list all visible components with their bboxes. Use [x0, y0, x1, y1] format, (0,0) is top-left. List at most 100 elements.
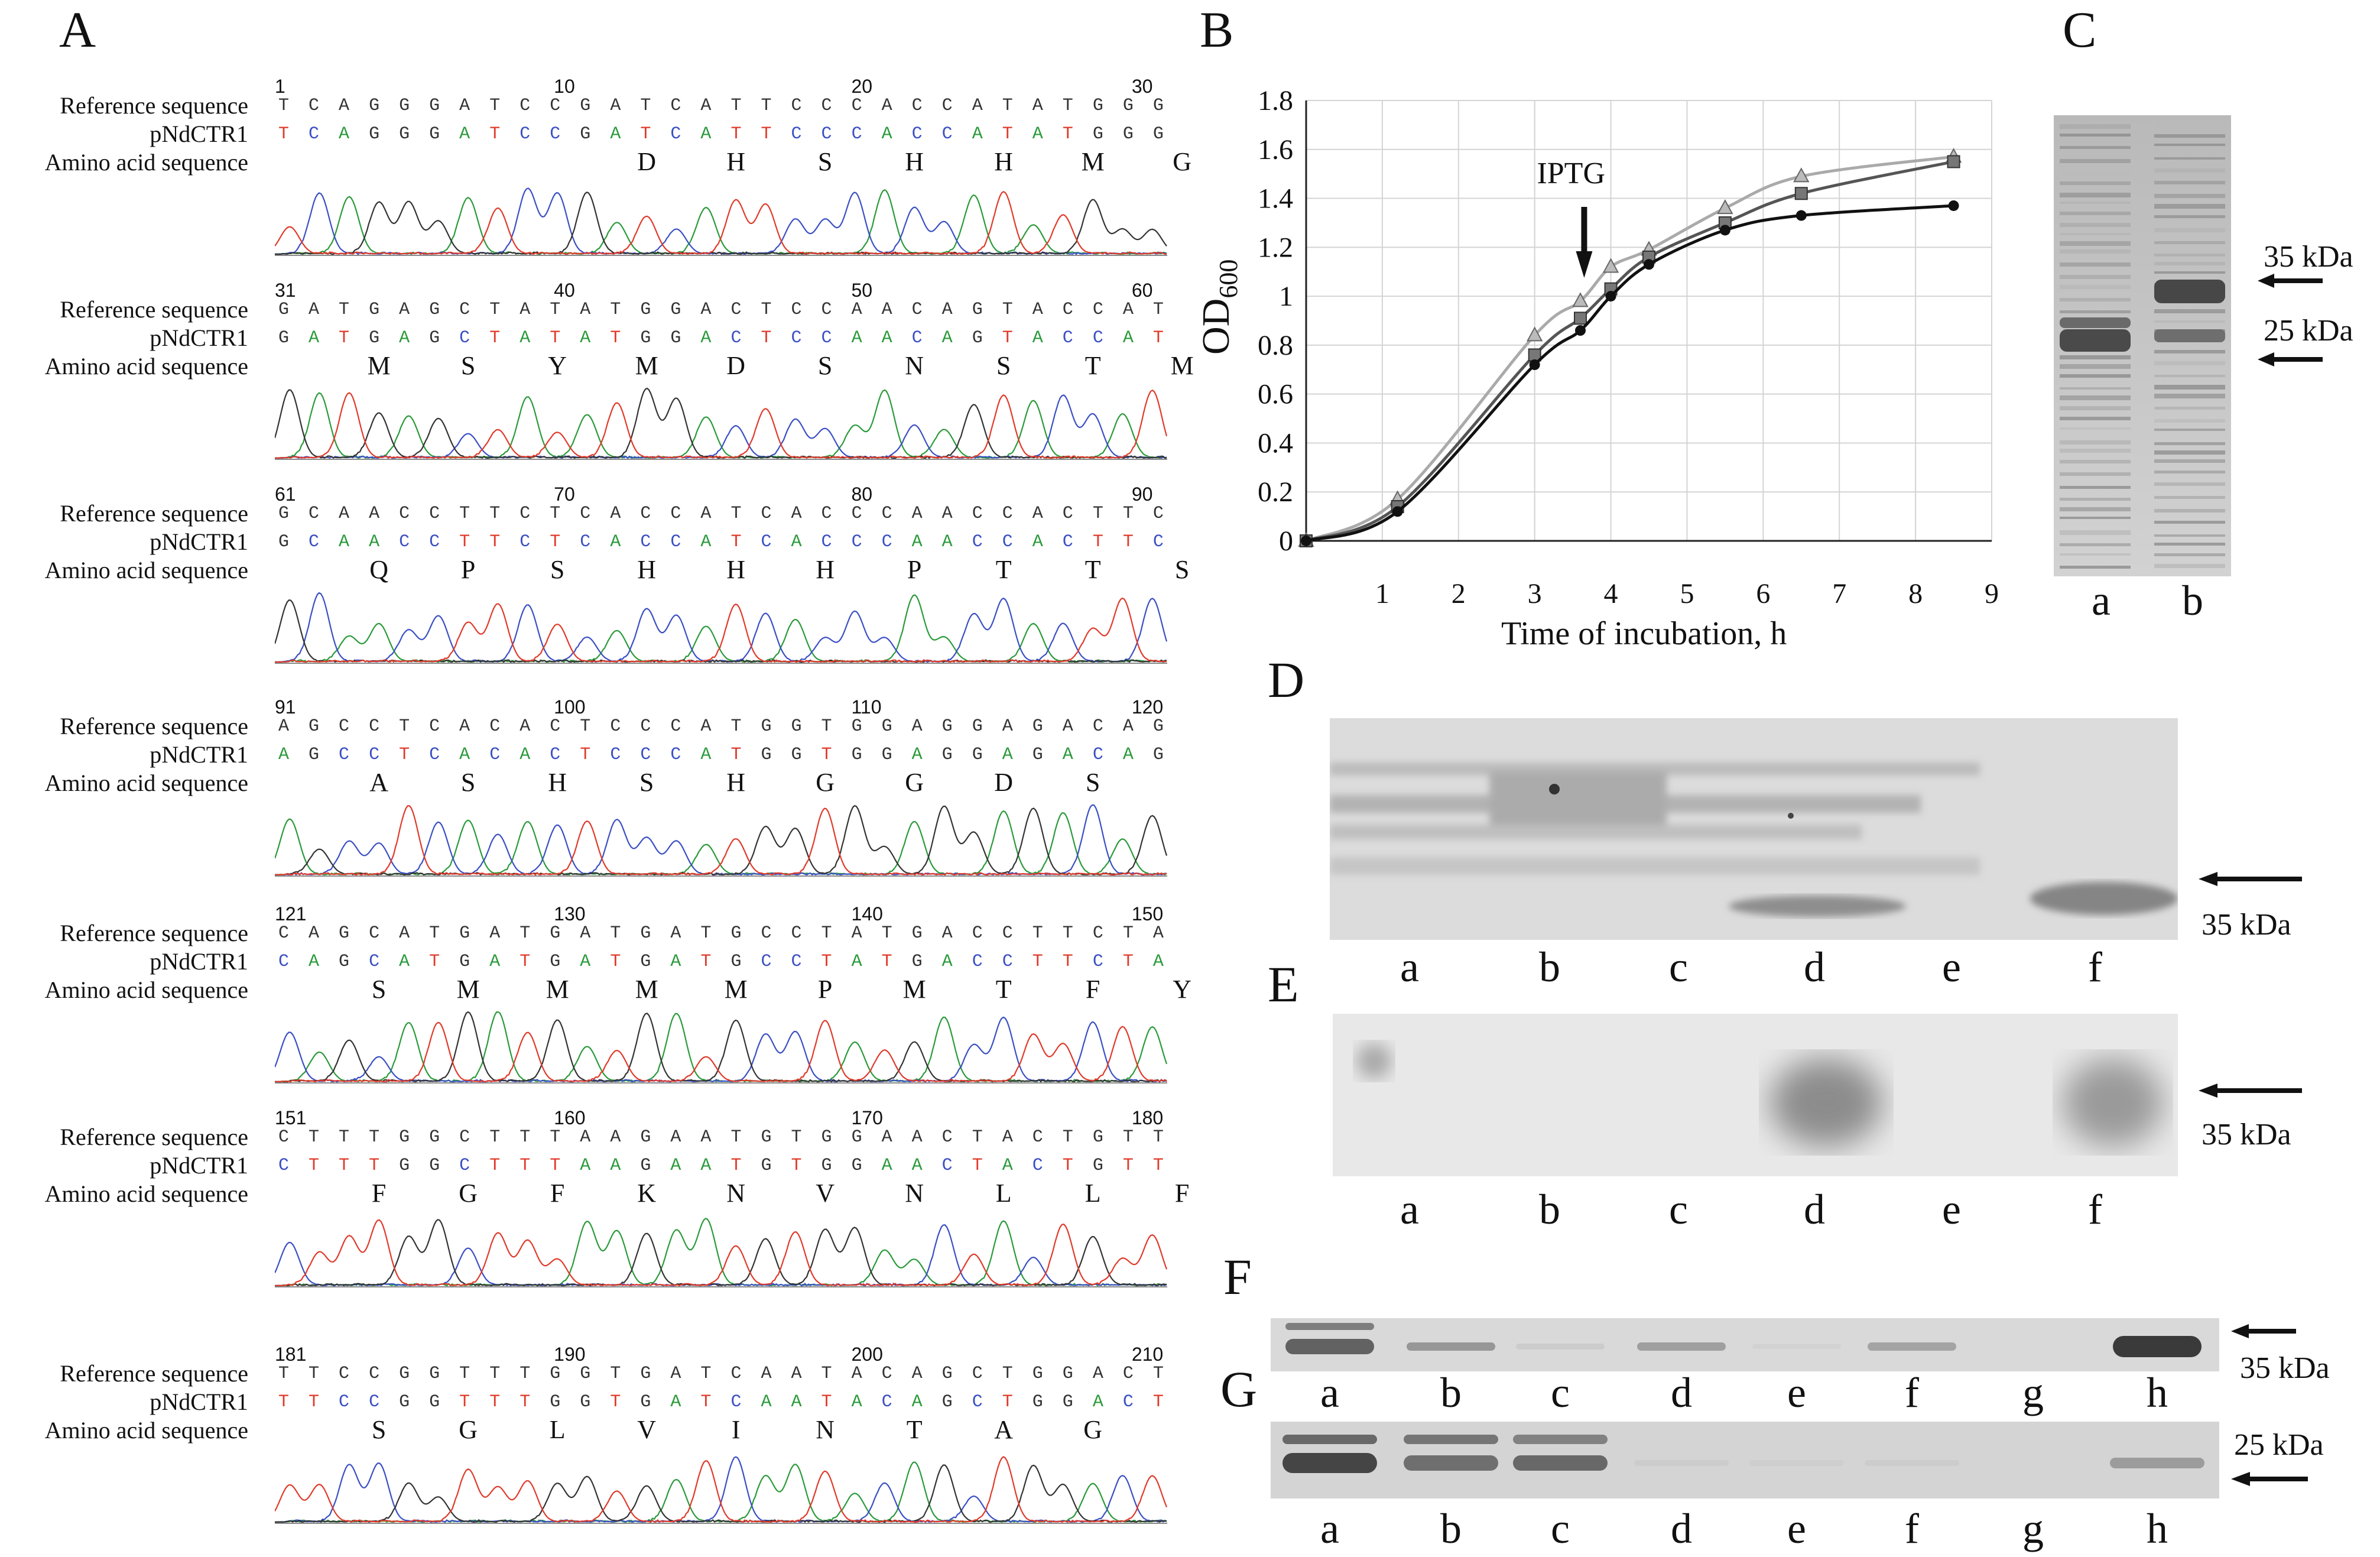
gel-c-faint-band [2060, 159, 2131, 163]
seq-base: C [580, 532, 591, 552]
pndctr1-label: pNdCTR1 [150, 325, 248, 351]
seq-base: C [1002, 532, 1013, 552]
gel-f-lane-f: f [1905, 1369, 1919, 1416]
data-point-circle [1301, 536, 1311, 546]
ref-base: A [339, 96, 350, 116]
gel-g-lane-c: c [1551, 1505, 1570, 1552]
chart-ticks: 0 0.2 0.4 0.6 0.8 1 1.2 1.4 1.6 1.8 1 2 3 4 5 6 7 8 9 [1258, 85, 1999, 609]
seq-base: T [309, 1392, 320, 1412]
ref-base: C [399, 504, 410, 524]
ref-base: C [1092, 923, 1103, 943]
seq-base: A [1062, 745, 1073, 765]
seq-base: T [700, 1392, 712, 1412]
amino-acid: T [1085, 555, 1101, 584]
position-number: 60 [1131, 280, 1153, 301]
gel-d-arrow [2199, 872, 2302, 886]
seq-base: A [670, 952, 681, 972]
gel-c-faint-band [2060, 262, 2131, 267]
position-number: 121 [275, 903, 307, 925]
y-tick-label: 0.2 [1258, 476, 1293, 508]
ref-base: C [489, 716, 501, 737]
amino-acid: G [816, 768, 835, 797]
ref-base: G [972, 300, 983, 320]
seq-base: T [1002, 328, 1013, 348]
position-number: 140 [851, 903, 883, 925]
seq-base: T [730, 745, 742, 765]
gel-c-arrow-upper [2258, 274, 2323, 288]
ref-base: C [730, 1364, 742, 1384]
amino-acid: S [550, 555, 565, 584]
ref-base: A [670, 1127, 681, 1147]
seq-base: G [550, 1392, 561, 1412]
reference-sequence-label: Reference sequence [60, 920, 248, 946]
ref-base: G [1062, 1364, 1073, 1384]
pndctr1-label: pNdCTR1 [150, 1152, 248, 1179]
seq-base: T [610, 328, 621, 348]
ref-base: T [278, 96, 289, 116]
seq-base: G [309, 745, 320, 765]
seq-base: G [369, 328, 380, 348]
ref-base: T [761, 96, 772, 116]
ref-base: T [459, 1364, 470, 1384]
position-number: 120 [1131, 696, 1164, 718]
ref-base: T [1032, 923, 1043, 943]
reference-sequence-label: Reference sequence [60, 1124, 248, 1150]
gel-c-faint-band [2060, 543, 2131, 546]
seq-base: C [429, 532, 440, 552]
seq-base: A [309, 328, 320, 348]
ref-base: G [821, 1127, 832, 1147]
seq-base: C [941, 124, 953, 144]
gel-c-faint-band [2154, 450, 2225, 455]
seq-base: C [519, 532, 531, 552]
gel-f-lane-h: h [2147, 1369, 2168, 1416]
ref-base: A [881, 300, 892, 320]
position-number: 181 [275, 1344, 307, 1365]
seq-base: C [881, 1392, 892, 1412]
ref-base: A [911, 716, 923, 737]
gel-c-band-a-upper [2060, 317, 2131, 328]
ref-base: C [369, 716, 380, 737]
gel-c-faint-band [2154, 509, 2225, 512]
data-point-triangle [1717, 199, 1733, 215]
ref-base: A [881, 96, 892, 116]
gel-f-band-upper [1285, 1323, 1374, 1330]
seq-base: C [369, 952, 380, 972]
seq-base: T [459, 532, 470, 552]
seq-base: G [399, 1392, 410, 1412]
amino-acid: M [1081, 147, 1105, 176]
seq-base: T [610, 952, 621, 972]
chromatogram-trace [275, 387, 1167, 460]
trace-G [275, 1218, 1167, 1287]
ref-base: T [1002, 300, 1013, 320]
seq-base: T [519, 952, 531, 972]
amino-acid: G [459, 1415, 478, 1444]
ref-base: T [730, 96, 742, 116]
seq-base: T [1062, 124, 1073, 144]
reference-sequence-label: Reference sequence [60, 713, 248, 739]
position-number: 30 [1131, 76, 1153, 97]
amino-acid: N [726, 1179, 746, 1208]
gel-c-faint-band [2154, 394, 2225, 398]
gel-c-faint-band [2060, 146, 2131, 149]
position-number: 50 [851, 280, 873, 301]
ref-base: C [1152, 504, 1164, 524]
chart-grid [1306, 100, 1992, 541]
ref-base: G [851, 716, 862, 737]
seq-base: T [1122, 952, 1134, 972]
seq-base: C [519, 124, 531, 144]
gel-panel-e [1333, 1014, 2178, 1176]
seq-base: A [519, 328, 531, 348]
amino-acid-label: Amino acid sequence [44, 977, 248, 1003]
seq-base: C [369, 1392, 380, 1412]
data-point-triangle [1793, 167, 1810, 183]
seq-base: A [610, 532, 621, 552]
gel-f-arrow [2231, 1324, 2296, 1338]
ref-base: A [1002, 716, 1013, 737]
amino-acid: D [994, 768, 1014, 797]
gel-g-arrow [2231, 1472, 2308, 1486]
x-tick-label: 4 [1604, 578, 1618, 609]
ref-base: A [610, 504, 621, 524]
x-tick-label: 9 [1985, 578, 1999, 609]
